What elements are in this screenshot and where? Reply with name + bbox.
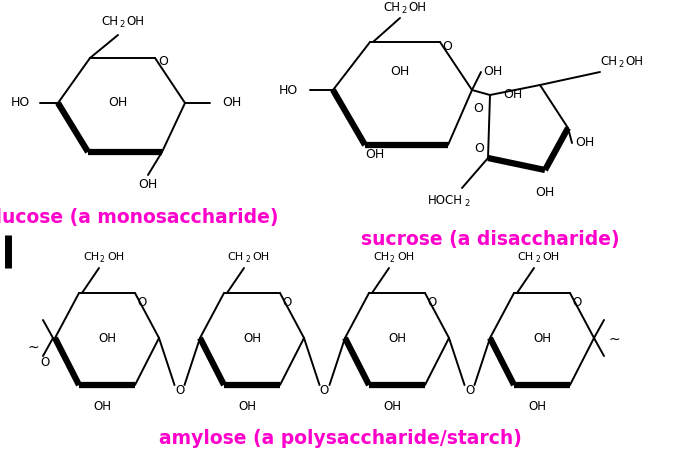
Text: HO: HO <box>11 97 30 109</box>
Text: HOCH: HOCH <box>428 193 463 206</box>
Text: OH: OH <box>126 15 144 28</box>
Text: O: O <box>474 141 484 154</box>
Text: OH: OH <box>93 400 111 413</box>
Text: OH: OH <box>252 252 269 262</box>
Text: O: O <box>175 384 184 397</box>
Text: O: O <box>473 101 483 114</box>
Text: 2: 2 <box>618 60 623 69</box>
Text: OH: OH <box>388 332 406 345</box>
Text: OH: OH <box>503 88 522 101</box>
Text: OH: OH <box>535 186 554 199</box>
Text: 2: 2 <box>245 255 250 265</box>
Text: 2: 2 <box>401 7 407 15</box>
Text: CH: CH <box>83 252 99 262</box>
Text: OH: OH <box>575 137 595 150</box>
Text: ~: ~ <box>27 341 39 355</box>
Text: OH: OH <box>366 148 385 161</box>
Text: amylose (a polysaccharide/starch): amylose (a polysaccharide/starch) <box>159 429 522 447</box>
Text: O: O <box>572 297 582 310</box>
Text: OH: OH <box>238 400 256 413</box>
Text: O: O <box>40 357 50 370</box>
Text: OH: OH <box>138 179 157 192</box>
Text: OH: OH <box>397 252 414 262</box>
Text: CH: CH <box>518 252 534 262</box>
Text: glucose (a monosaccharide): glucose (a monosaccharide) <box>0 208 279 227</box>
Text: CH: CH <box>228 252 244 262</box>
Text: OH: OH <box>108 97 127 109</box>
Text: HO: HO <box>279 84 298 97</box>
Text: OH: OH <box>533 332 551 345</box>
Text: 2: 2 <box>100 255 105 265</box>
Text: OH: OH <box>383 400 401 413</box>
Text: OH: OH <box>542 252 559 262</box>
Text: 2: 2 <box>535 255 540 265</box>
Text: O: O <box>138 297 146 310</box>
Text: OH: OH <box>222 97 241 109</box>
Text: CH: CH <box>383 1 400 14</box>
Text: O: O <box>442 40 452 53</box>
Text: OH: OH <box>107 252 124 262</box>
Text: O: O <box>320 384 329 397</box>
Text: CH: CH <box>600 55 617 68</box>
Text: sucrose (a disaccharide): sucrose (a disaccharide) <box>361 231 619 250</box>
Text: OH: OH <box>408 1 426 14</box>
Text: 2: 2 <box>390 255 395 265</box>
Text: OH: OH <box>243 332 261 345</box>
Text: ~: ~ <box>608 333 620 347</box>
Text: OH: OH <box>390 66 410 79</box>
Text: 2: 2 <box>464 199 469 207</box>
Text: 2: 2 <box>119 20 124 29</box>
Text: CH: CH <box>373 252 389 262</box>
Text: OH: OH <box>528 400 546 413</box>
Text: O: O <box>283 297 291 310</box>
Text: OH: OH <box>98 332 116 345</box>
Text: OH: OH <box>483 66 503 79</box>
Text: O: O <box>428 297 437 310</box>
Text: O: O <box>465 384 474 397</box>
Text: O: O <box>158 55 168 68</box>
Text: CH: CH <box>101 15 118 28</box>
Text: OH: OH <box>625 55 643 68</box>
